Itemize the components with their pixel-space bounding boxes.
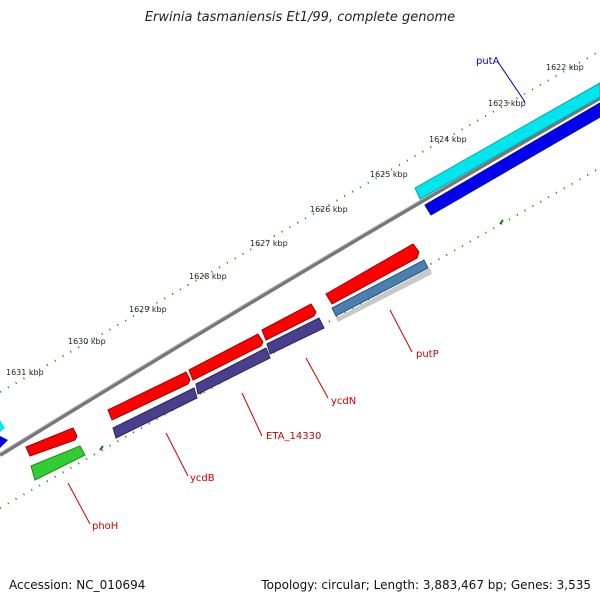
gene-putP-reverse-light[interactable] bbox=[336, 268, 432, 322]
gene-label-putP: putP bbox=[416, 349, 439, 360]
tick-label-1625: 1625 kbp bbox=[370, 170, 408, 179]
genome-summary-text: Topology: circular; Length: 3,883,467 bp… bbox=[261, 578, 591, 592]
gene-putP-reverse[interactable] bbox=[331, 259, 429, 317]
gene-putA-blue[interactable] bbox=[424, 102, 600, 216]
tick-label-1624: 1624 kbp bbox=[429, 135, 467, 144]
gene-edge-blue bbox=[0, 436, 8, 448]
tick-label-1630: 1630 kbp bbox=[68, 337, 106, 346]
map-title: Erwinia tasmaniensis Et1/99, complete ge… bbox=[144, 10, 456, 25]
tick-label-1623: 1623 kbp bbox=[488, 99, 526, 108]
tick-label-1627: 1627 kbp bbox=[250, 239, 288, 248]
gene-label-phoH: phoH bbox=[92, 521, 118, 532]
gene-label-ETA_14330: ETA_14330 bbox=[266, 431, 321, 442]
tick-label-1631: 1631 kbp bbox=[6, 368, 44, 377]
tick-label-1622: 1622 kbp bbox=[546, 63, 584, 72]
label-leaders bbox=[67, 61, 526, 525]
gene-ycdB-reverse[interactable] bbox=[112, 387, 198, 439]
gene-label-ycdB: ycdB bbox=[190, 473, 215, 484]
gene-label-ycdN: ycdN bbox=[331, 396, 356, 407]
genome-backbone bbox=[0, 96, 600, 457]
gene-edge-cyan bbox=[0, 420, 5, 432]
accession-text: Accession: NC_010694 bbox=[9, 578, 146, 592]
tick-label-1628: 1628 kbp bbox=[189, 272, 227, 281]
gene-putA-cyan[interactable] bbox=[414, 82, 600, 200]
tick-label-1629: 1629 kbp bbox=[129, 305, 167, 314]
tick-label-1626: 1626 kbp bbox=[310, 205, 348, 214]
gene-putP-forward[interactable] bbox=[325, 243, 420, 305]
gene-ETA_14330-forward[interactable] bbox=[188, 333, 264, 381]
gene-label-putA: putA bbox=[476, 56, 500, 67]
gene-ETA_14330-reverse[interactable] bbox=[195, 347, 271, 395]
gene-phoH-forward[interactable] bbox=[25, 427, 78, 457]
gene-ycdN-forward[interactable] bbox=[261, 303, 317, 341]
gene-ycdB-forward[interactable] bbox=[107, 371, 191, 421]
gene-phoH-green[interactable] bbox=[30, 445, 86, 481]
gene-ycdN-reverse[interactable] bbox=[266, 317, 325, 355]
